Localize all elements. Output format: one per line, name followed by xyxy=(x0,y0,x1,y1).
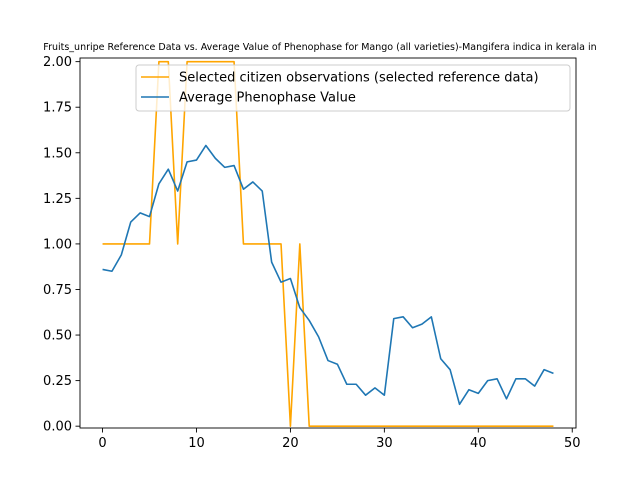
axes-layer: 0 10 20 30 40 50 0.00 0.25 0.50 0.75 1.00 1.25 1.50 1… xyxy=(43,55,580,451)
legend-label-1: Selected citizen observations (selected … xyxy=(179,71,539,86)
plot-area xyxy=(80,58,576,428)
plot-background xyxy=(80,58,576,428)
x-tick-label: 20 xyxy=(282,436,299,451)
y-tick-label: 0.50 xyxy=(43,329,72,344)
x-tick-label: 30 xyxy=(376,436,393,451)
legend: Selected citizen observations (selected … xyxy=(135,64,571,112)
y-tick-label: 1.50 xyxy=(43,146,72,161)
legend-label-2: Average Phenophase Value xyxy=(179,91,356,106)
x-tick-label: 50 xyxy=(564,436,581,451)
y-tick-label: 0.75 xyxy=(43,283,72,298)
y-tick-label: 1.75 xyxy=(43,101,72,116)
series-layer xyxy=(102,60,554,427)
y-tick-label: 0.00 xyxy=(43,420,72,435)
legend-box xyxy=(135,64,571,112)
y-tick-label: 1.00 xyxy=(43,237,72,252)
x-tick-label: 10 xyxy=(188,436,205,451)
y-tick-label: 2.00 xyxy=(43,55,72,70)
y-tick-label: 1.25 xyxy=(43,192,72,207)
x-tick-label: 40 xyxy=(470,436,487,451)
y-tick-label: 0.25 xyxy=(43,374,72,389)
chart-title: Fruits_unripe Reference Data vs. Average… xyxy=(43,42,596,53)
axes-frame xyxy=(79,57,577,429)
series-line-2 xyxy=(102,144,554,406)
series-line-1 xyxy=(102,60,554,427)
x-tick-label: 0 xyxy=(98,436,106,451)
